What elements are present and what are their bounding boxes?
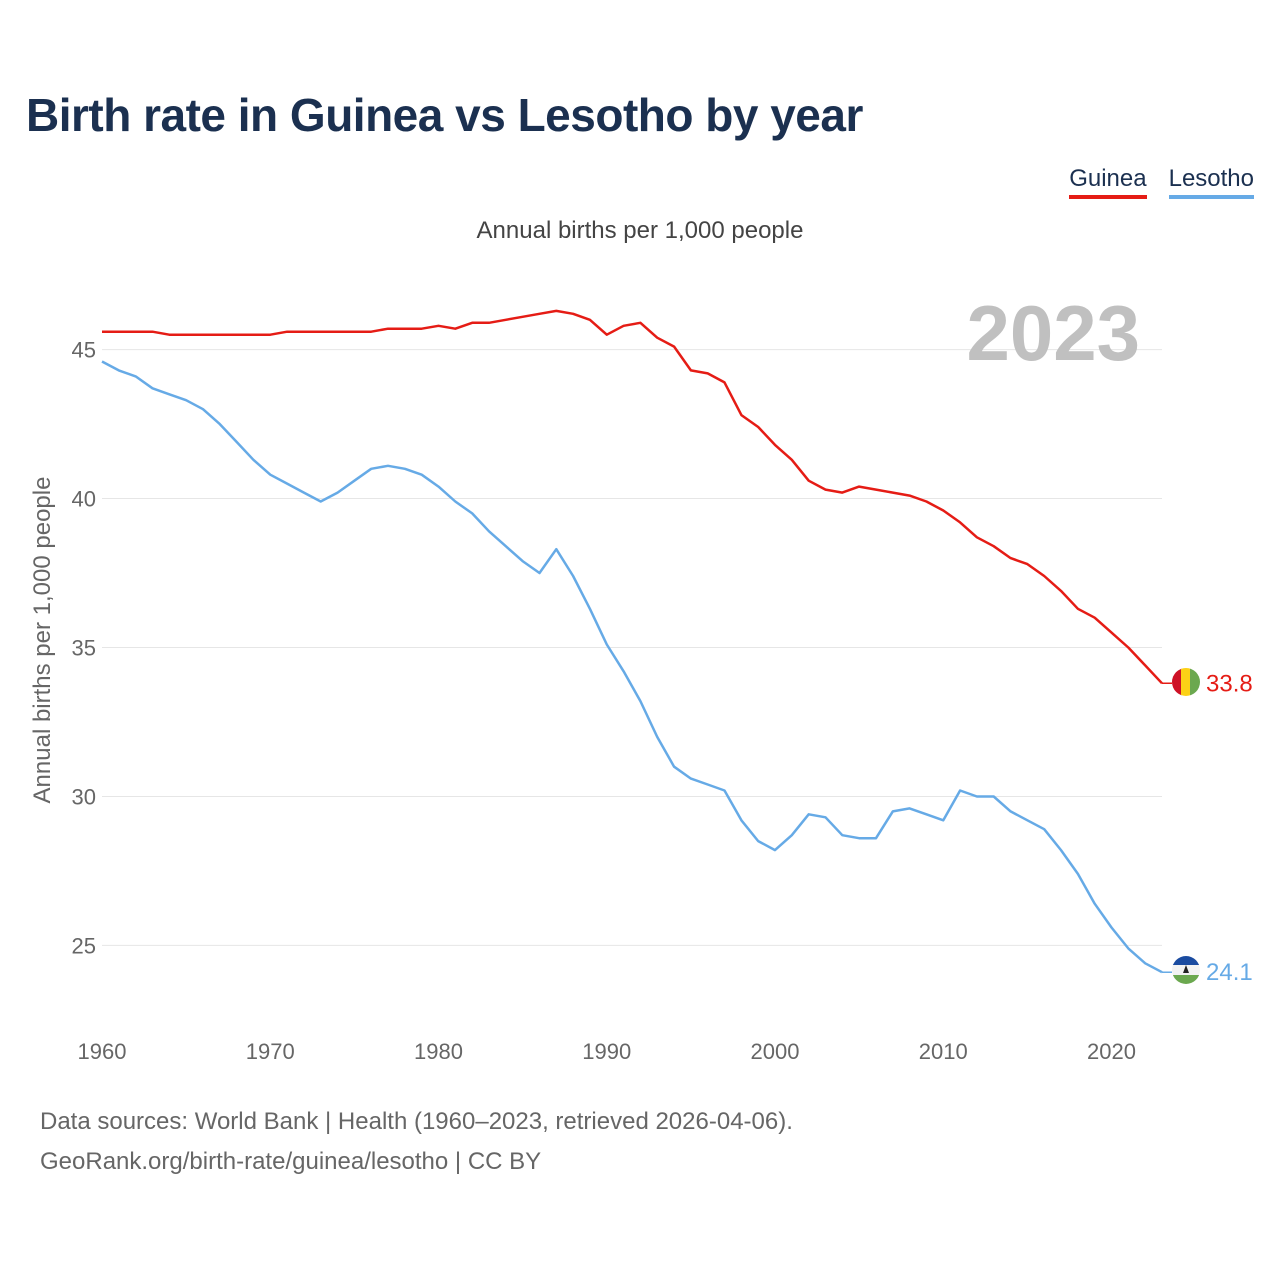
highlight-year-label: 2023 [966,289,1140,377]
x-tick-1960: 1960 [78,1039,127,1064]
y-axis-label: Annual births per 1,000 people [29,477,56,804]
x-tick-2010: 2010 [919,1039,968,1064]
legend-item-lesotho[interactable]: Lesotho [1168,165,1254,199]
x-tick-1990: 1990 [582,1039,631,1064]
chart-subtitle: Annual births per 1,000 people [476,217,804,244]
x-tick-1980: 1980 [414,1039,463,1064]
y-tick-25: 25 [72,933,96,958]
y-tick-35: 35 [72,636,96,661]
y-tick-45: 45 [72,338,96,363]
legend-item-guinea[interactable]: Guinea [1069,165,1147,199]
x-tick-labels: 1960 1970 1980 1990 2000 2010 2020 [78,1039,1136,1064]
guinea-flag-icon [1172,668,1200,696]
footer-link[interactable]: GeoRank.org/birth-rate/guinea/lesotho | … [40,1148,542,1175]
gridlines [102,349,1162,946]
series-line-lesotho[interactable] [101,360,1163,974]
end-value-label-lesotho: 24.1 [1206,959,1253,986]
y-tick-labels: 25 30 35 40 45 [72,338,96,959]
series-lines: 33.8 24.1 [101,309,1253,986]
y-tick-40: 40 [72,487,96,512]
x-tick-2000: 2000 [751,1039,800,1064]
footer-sources: Data sources: World Bank | Health (1960–… [40,1108,793,1135]
x-tick-2020: 2020 [1087,1039,1136,1064]
lesotho-flag-icon [1172,956,1200,984]
series-line-guinea[interactable] [102,309,1163,685]
y-tick-30: 30 [72,784,96,809]
legend: Guinea Lesotho [1069,165,1254,199]
end-value-label-guinea: 33.8 [1206,670,1253,697]
chart-title: Birth rate in Guinea vs Lesotho by year [26,89,863,141]
x-tick-1970: 1970 [246,1039,295,1064]
